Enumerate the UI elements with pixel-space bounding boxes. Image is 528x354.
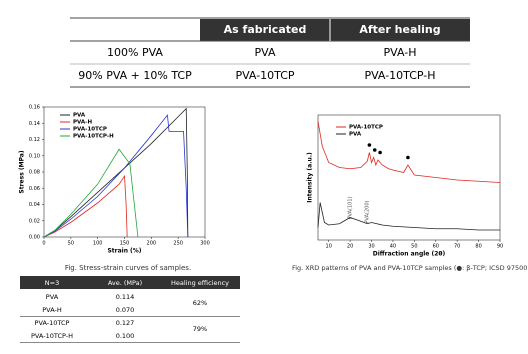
x-tick-label: 250 <box>173 241 183 247</box>
legend-label: PVA-10TCP <box>73 127 107 133</box>
peak-marker <box>378 150 382 155</box>
data-line <box>43 174 128 238</box>
cell: 100% PVA <box>107 46 163 59</box>
y-tick-label: 0.12 <box>29 137 40 143</box>
cell: 90% PVA + 10% TCP <box>78 69 192 82</box>
x-tick-label: 50 <box>411 244 417 250</box>
peak-marker <box>367 143 372 147</box>
cell: 0.070 <box>116 306 135 314</box>
y-tick-label: 0.08 <box>29 170 40 176</box>
caption: Fig. XRD patterns of PVA and PVA-10TCP s… <box>292 264 528 272</box>
cell: PVA-10TCP-H <box>31 332 73 340</box>
x-tick-label: 40 <box>390 244 396 250</box>
plot-frame <box>317 114 501 241</box>
data-line <box>43 107 189 238</box>
cell: PVA <box>46 293 59 301</box>
y-tick-label: 0.04 <box>29 202 40 208</box>
x-tick-label: 70 <box>454 244 460 250</box>
y-tick-label: 0.06 <box>29 186 40 192</box>
legend-label: PVA <box>73 113 86 119</box>
cell: 62% <box>193 299 207 307</box>
cell: PVA-10TCP <box>35 319 70 327</box>
data-line <box>43 148 139 238</box>
data-line <box>43 114 189 238</box>
y-tick-label: 0.00 <box>29 235 40 241</box>
x-tick-label: 80 <box>475 244 481 250</box>
header-bg <box>20 276 240 289</box>
annotation: PVA(101) <box>348 196 354 219</box>
legend-label: PVA-10TCP <box>349 125 383 131</box>
peak-marker <box>406 155 410 160</box>
x-tick-label: 100 <box>93 241 103 247</box>
x-tick-label: 60 <box>433 244 439 250</box>
x-tick-label: 300 <box>200 241 210 247</box>
cell: PVA-10TCP <box>235 69 294 82</box>
y-axis-label: Stress (MPa) <box>19 150 26 193</box>
header-cell: Healing efficiency <box>171 279 229 287</box>
y-tick-label: 0.14 <box>29 121 40 127</box>
data-line <box>317 121 501 183</box>
cell: 0.114 <box>116 293 135 301</box>
y-tick-label: 0.02 <box>29 218 40 224</box>
x-tick-label: 200 <box>147 241 157 247</box>
header-cell: After healing <box>359 23 440 36</box>
x-tick-label: 90 <box>497 244 503 250</box>
x-axis-label: Strain (%) <box>107 248 141 255</box>
x-tick-label: 10 <box>326 244 332 250</box>
cell: PVA <box>255 46 276 59</box>
cell: 0.100 <box>116 332 135 340</box>
legend-label: PVA-H <box>73 120 92 126</box>
cell: PVA-H <box>42 306 62 314</box>
x-tick-label: 30 <box>368 244 374 250</box>
x-tick-label: 0 <box>42 241 45 247</box>
caption: Fig. Stress-strain curves of samples. <box>65 264 191 272</box>
cell: PVA-H <box>384 46 417 59</box>
legend-label: PVA-10TCP-H <box>73 134 114 140</box>
legend-label: PVA <box>349 132 362 138</box>
cell: PVA-10TCP-H <box>364 69 435 82</box>
header-cell: Ave. (MPa) <box>108 279 142 287</box>
x-tick-label: 50 <box>68 241 74 247</box>
x-axis-label: Diffraction angle (2θ) <box>373 251 446 258</box>
y-tick-label: 0.16 <box>29 105 40 111</box>
cell: 0.127 <box>116 319 135 327</box>
peak-marker <box>372 148 377 152</box>
y-tick-label: 0.10 <box>29 153 40 159</box>
x-tick-label: 150 <box>120 241 130 247</box>
annotation: PVA(200) <box>365 200 371 223</box>
x-tick-label: 20 <box>347 244 353 250</box>
y-axis-label: Intensity (a.u.) <box>307 152 314 203</box>
header-bg <box>200 19 470 41</box>
cell: 79% <box>193 325 207 333</box>
header-cell: N=3 <box>45 279 59 287</box>
header-cell: As fabricated <box>224 23 307 36</box>
data-line <box>317 202 500 231</box>
